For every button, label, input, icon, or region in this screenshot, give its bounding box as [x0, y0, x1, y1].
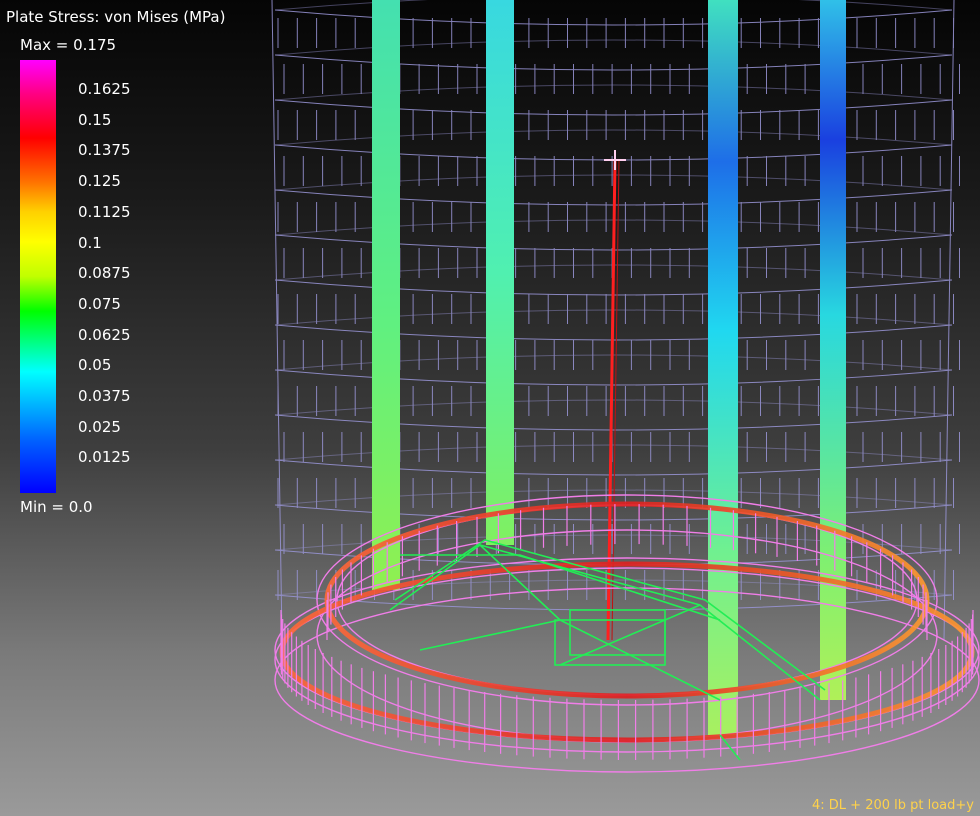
legend-max-value: Max = 0.175: [20, 36, 117, 54]
legend-tick-label: 0.1375: [78, 141, 131, 160]
legend-tick-label: 0.15: [78, 110, 112, 129]
legend-title: Plate Stress: von Mises (MPa): [6, 8, 226, 26]
floor-bracing[interactable]: [389, 539, 826, 761]
load-case-label[interactable]: 4: DL + 200 lb pt load+y: [812, 798, 974, 813]
leg-1[interactable]: [372, 0, 400, 590]
legend-tick-label: 0.125: [78, 172, 121, 191]
legend-tick-label: 0.0625: [78, 325, 131, 344]
legend-tick-label: 0.1625: [78, 80, 131, 98]
legend-tick-label: 0.1: [78, 233, 102, 252]
legend-tick-label: 0.0875: [78, 264, 131, 283]
color-scale-bar: [20, 60, 56, 493]
legend-tick-label: 0.0375: [78, 387, 131, 405]
stress-legend: Plate Stress: von Mises (MPa) Max = 0.17…: [0, 0, 260, 520]
legend-tick-label: 0.05: [78, 356, 112, 375]
leg-4[interactable]: [820, 0, 846, 700]
point-load-marker[interactable]: [604, 150, 626, 641]
legend-tick-label: 0.1125: [78, 202, 131, 221]
legend-min-value: Min = 0.0: [20, 498, 93, 516]
base-ring[interactable]: [274, 494, 980, 773]
leg-3[interactable]: [708, 0, 738, 735]
leg-2[interactable]: [486, 0, 514, 545]
legend-tick-label: 0.075: [78, 294, 121, 313]
legend-tick-label: 0.025: [78, 417, 121, 436]
legend-tick-label: 0.0125: [78, 448, 131, 467]
